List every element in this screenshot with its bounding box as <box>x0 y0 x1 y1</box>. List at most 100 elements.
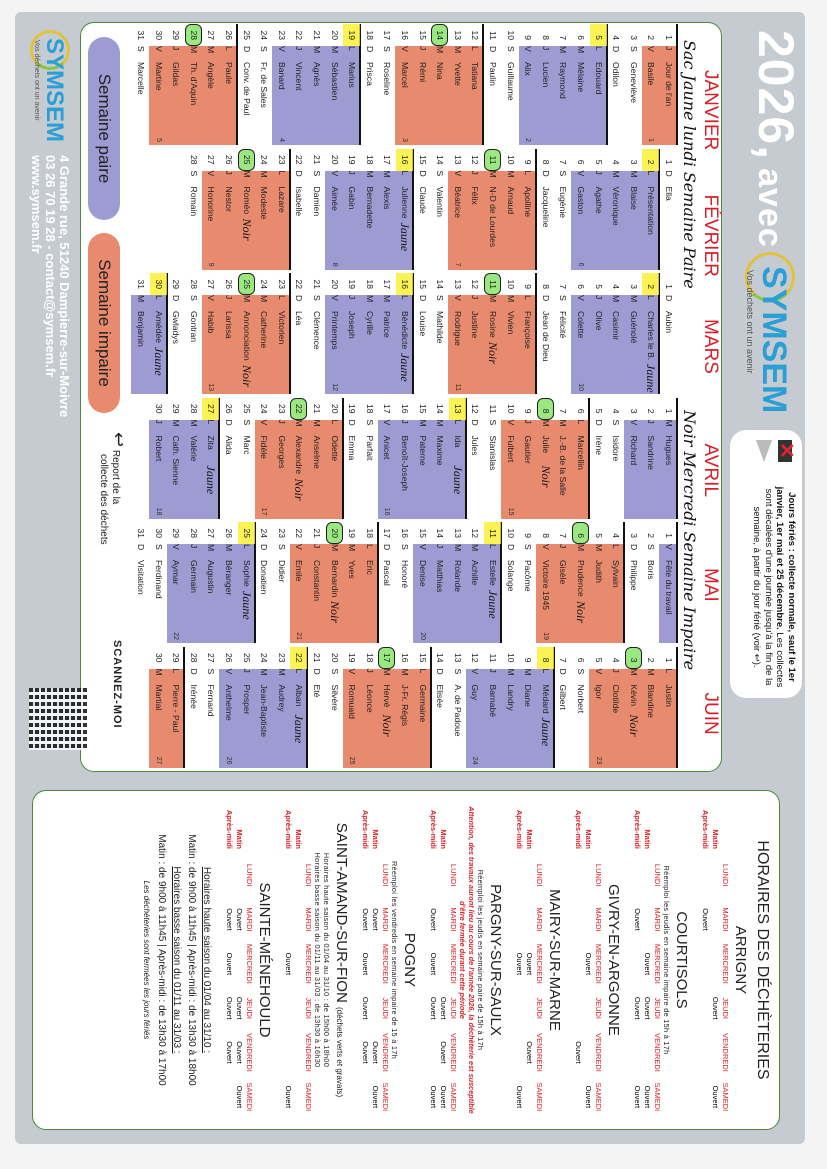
day-header: VENDREDI <box>449 1033 458 1072</box>
day-letter: D <box>347 419 358 426</box>
day-number: 5 <box>593 35 604 40</box>
day-number: 2 <box>646 159 657 165</box>
day-row: 25 S Marc <box>237 398 255 518</box>
hours-cell <box>514 1030 524 1074</box>
day-number: 7 <box>558 35 569 40</box>
handwritten-day-note: Noir <box>239 365 254 388</box>
day-letter: M <box>611 170 622 178</box>
saint-name: Yvette <box>452 62 463 86</box>
saint-name: Roseline <box>382 62 393 96</box>
day-number: 9 <box>523 159 534 165</box>
decheterie-name: PARGNY-SUR-SAULX <box>487 801 504 1119</box>
day-number: 12 <box>470 528 481 538</box>
day-letter: L <box>646 170 657 176</box>
website-link[interactable]: www.symsem.fr <box>29 155 44 254</box>
saint-name: Elisée <box>435 684 446 708</box>
saint-name: Matthias <box>435 560 446 593</box>
day-number: 25 <box>241 528 252 538</box>
hours-cell: Ouvert <box>515 952 524 976</box>
day-row: 18 L Eric <box>360 522 378 642</box>
saint-name: Nina <box>435 62 446 80</box>
day-number: 4 <box>611 35 622 40</box>
qr-code[interactable] <box>29 688 87 750</box>
month-header: MARS <box>700 319 721 374</box>
day-letter: J <box>646 419 657 424</box>
day-letter: D <box>488 46 498 53</box>
day-header: VENDREDI <box>535 1033 544 1072</box>
saint-name: Achille <box>470 560 481 586</box>
hours-cell: Ouvert <box>225 952 234 976</box>
day-number: 21 <box>312 403 322 414</box>
saint-name: Alban <box>294 684 305 707</box>
day-row: 31 S Marcelle <box>131 24 149 144</box>
hours-cell <box>524 986 534 1030</box>
day-row: 19 D Emma <box>343 398 361 518</box>
day-row: 3 M Kévin <box>624 647 642 767</box>
day-letter: D <box>664 295 674 302</box>
row-label-aprem: Après-midi <box>284 809 293 849</box>
day-letter: L <box>276 170 287 176</box>
day-row: 3 V Richard <box>624 398 642 518</box>
day-row: 17 S Roseline <box>378 24 396 144</box>
saint-name: J-Fr. Régis <box>400 684 410 727</box>
day-number: 31 <box>136 30 146 40</box>
decheterie-name: SAINTE-MÉNEHOULD <box>256 801 273 1119</box>
day-row: 13 M Rolande <box>448 522 466 642</box>
day-letter: M <box>188 419 199 427</box>
saint-name: Nestor <box>224 186 234 212</box>
day-letter: J <box>540 46 551 51</box>
day-number: 25 <box>241 154 252 165</box>
day-row: 18 M Bernadette <box>360 149 378 269</box>
day-row: 13 S A. de Padoue <box>448 647 466 767</box>
day-letter: M <box>188 46 199 54</box>
day-letter: V <box>400 46 410 52</box>
day-header: JEUDI <box>535 997 544 1019</box>
day-letter: D <box>628 544 639 551</box>
hours-cell <box>583 1030 593 1074</box>
day-row: 18 S Parfait <box>360 398 378 518</box>
day-letter: M <box>593 544 604 552</box>
saint-name: Germaine <box>417 684 428 723</box>
saint-name: Lucien <box>540 62 551 88</box>
day-letter: M <box>452 46 463 54</box>
day-letter: D <box>417 295 428 302</box>
day-letter: M <box>329 544 340 552</box>
day-letter: M <box>382 668 393 676</box>
row-label-matin: Matin <box>371 829 380 849</box>
day-number: 29 <box>171 652 182 663</box>
day-row: 14 J Matthias <box>431 522 449 642</box>
day-row: 26 V Anthelme <box>219 647 237 767</box>
day-letter: S <box>312 170 322 177</box>
day-row: 25 L Sophie <box>237 522 255 642</box>
jours-feries-notice: ✕ Jours fériés : collecte normale, sauf … <box>730 430 802 698</box>
day-number: 14 <box>435 279 446 289</box>
day-header: MARDI <box>449 907 458 932</box>
day-letter: D <box>470 419 481 426</box>
day-row: 6 V Colette <box>571 273 589 393</box>
day-letter: M <box>505 170 516 178</box>
hours-grid: LUNDI MARDI MERCREDI JEUDI VENDREDI SAMEDI Mat… <box>428 801 458 1119</box>
day-number: 29 <box>171 30 182 40</box>
day-number: 10 <box>505 528 516 538</box>
day-header: JEUDI <box>381 997 390 1019</box>
day-row: 19 V Romuald <box>343 647 361 767</box>
day-number: 30 <box>153 279 164 289</box>
day-row: 18 M Cyrille <box>360 273 378 393</box>
saint-name: Visitation <box>136 560 146 595</box>
saint-name: Modeste <box>259 186 270 220</box>
handwritten-day-note: Noir <box>574 601 588 624</box>
day-letter: L <box>452 419 463 425</box>
saint-name: Jules <box>470 435 481 456</box>
hours-cell: Ouvert <box>235 996 244 1020</box>
saint-name: Guillaume <box>505 62 516 101</box>
saint-name: Banard <box>276 62 287 90</box>
saint-name: Gabin <box>347 186 358 210</box>
day-number: 19 <box>347 279 358 289</box>
hours-cell <box>573 986 583 1030</box>
handwritten-note-left: Sac Jaune lundi Semaine Paire <box>680 40 699 289</box>
saint-name: Paulin <box>488 62 498 86</box>
day-letter: S <box>382 46 393 52</box>
saint-name: Ida <box>452 435 463 448</box>
day-number: 11 <box>488 155 498 165</box>
day-row: 21 D Eté <box>307 647 325 767</box>
